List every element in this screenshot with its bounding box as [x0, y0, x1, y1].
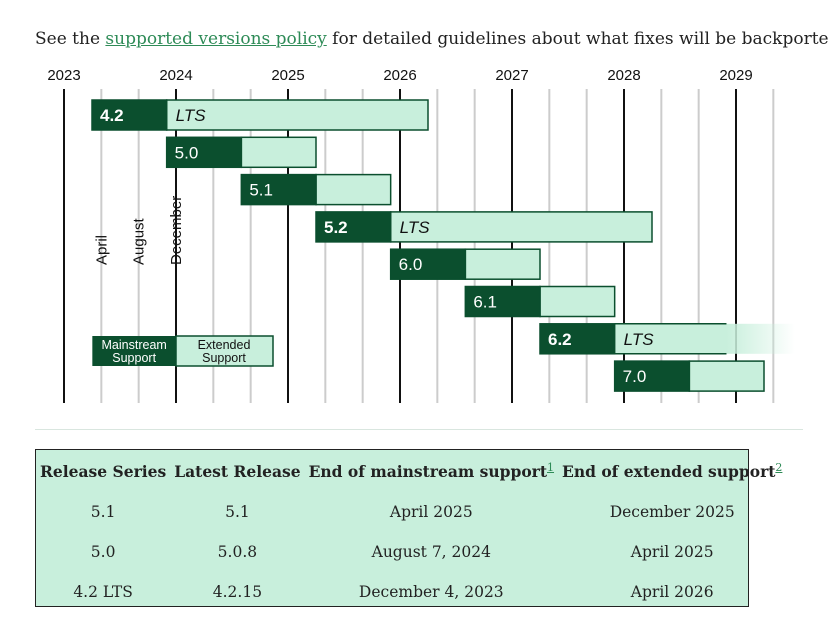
month-marker-label: December: [168, 196, 185, 265]
mainstream-support-bar: [165, 136, 243, 169]
support-table: Release Series Latest Release End of mai…: [36, 450, 786, 612]
year-tick-label: 2025: [271, 67, 304, 84]
table-cell: 4.2 LTS: [73, 583, 133, 601]
support-table-panel: Release Series Latest Release End of mai…: [35, 449, 782, 607]
table-cell: December 2025: [609, 503, 735, 521]
release-bar-7.0: 7.0: [613, 360, 765, 392]
table-row: 5.0 5.0.8 August 7, 2024 April 2025: [36, 532, 786, 572]
supported-versions-policy-link[interactable]: supported versions policy: [105, 29, 327, 49]
table-cell: 4.2.15: [212, 583, 263, 601]
table-cell: 5.0.8: [217, 543, 258, 561]
mainstream-support-bar: [389, 248, 467, 280]
release-bar-4.2: 4.2 LTS: [91, 99, 429, 131]
year-tick-label: 2027: [495, 67, 528, 84]
divider: [35, 429, 803, 430]
legend-extended-swatch: [175, 335, 274, 367]
header-end-extended-label: End of extended support: [562, 462, 776, 482]
mainstream-support-bar: [240, 173, 317, 206]
month-marker-label: April: [93, 235, 110, 265]
footnote-1-link[interactable]: 1: [547, 460, 555, 474]
release-timeline-chart: 2023 2024 2025 2026 2027 2028 2029 4.2 LTS 5.0 5.…: [47, 67, 795, 403]
extended-support-bar: [315, 173, 392, 206]
table-header-row: Release Series Latest Release End of mai…: [36, 450, 786, 492]
release-label: 6.2: [548, 330, 572, 349]
mainstream-support-bar: [539, 323, 616, 355]
table-row: 4.2 LTS 4.2.15 December 4, 2023 April 20…: [36, 572, 786, 612]
year-tick-label: 2024: [159, 67, 192, 84]
release-label: 5.0: [175, 143, 199, 162]
table-cell: 5.0: [90, 543, 116, 561]
release-bar-5.2: 5.2 LTS: [315, 211, 653, 243]
table-cell: April 2025: [389, 503, 473, 521]
table-cell: 5.1: [225, 503, 250, 521]
mainstream-support-bar: [91, 99, 168, 131]
header-end-extended: End of extended support2: [558, 450, 786, 492]
footnote-2-link[interactable]: 2: [775, 460, 783, 474]
extended-support-bar: [165, 99, 429, 131]
release-bar-6.0: 6.0: [389, 248, 541, 280]
header-end-mainstream-label: End of mainstream support: [308, 462, 548, 482]
release-bar-5.1: 5.1: [240, 173, 392, 206]
year-tick-label: 2026: [383, 67, 416, 84]
mainstream-support-bar: [315, 211, 392, 243]
header-latest-release: Latest Release: [174, 461, 301, 481]
year-tick-label: 2023: [47, 67, 80, 84]
release-label: 6.0: [399, 255, 423, 274]
release-label: 5.1: [249, 181, 273, 200]
month-marker-label: August: [131, 217, 148, 265]
release-label: 5.2: [324, 218, 348, 237]
extended-support-bar: [389, 211, 653, 243]
table-cell: 5.1: [90, 503, 116, 521]
extended-support-bar: [240, 136, 317, 169]
intro-text: See the supported versions policy for de…: [35, 29, 829, 49]
legend-mainstream-swatch: [92, 336, 176, 366]
mainstream-support-bar: [464, 285, 541, 318]
release-bar-6.1: 6.1: [464, 285, 616, 318]
table-cell: August 7, 2024: [371, 543, 491, 561]
table-cell: April 2025: [630, 543, 714, 561]
intro-after: for detailed guidelines about what fixes…: [326, 29, 829, 49]
release-label: 6.1: [473, 293, 497, 312]
release-label: 7.0: [623, 367, 647, 386]
intro-before: See the: [35, 29, 106, 49]
release-bar-5.0: 5.0: [165, 136, 317, 169]
lts-label: LTS: [176, 106, 207, 125]
year-tick-label: 2028: [607, 67, 640, 84]
extended-support-bar: [539, 285, 616, 318]
legend-extended-label: Extended Support: [198, 338, 251, 365]
year-tick-label: 2029: [719, 67, 752, 84]
lts-label: LTS: [624, 330, 655, 349]
extended-support-bar: [464, 248, 541, 280]
mainstream-support-bar: [613, 360, 691, 392]
legend-mainstream-label: Mainstream Support: [102, 338, 167, 365]
table-cell: April 2026: [630, 583, 714, 601]
table-cell: December 4, 2023: [358, 583, 504, 601]
header-end-mainstream: End of mainstream support1: [305, 450, 558, 492]
header-release-series: Release Series: [40, 461, 167, 481]
lts-label: LTS: [400, 218, 431, 237]
release-bar-6.2: 6.2 LTS: [539, 323, 795, 355]
table-row: 5.1 5.1 April 2025 December 2025: [36, 492, 786, 532]
release-label: 4.2: [100, 106, 124, 125]
extended-support-bar: [688, 360, 765, 392]
extended-support-bar: [614, 323, 795, 354]
